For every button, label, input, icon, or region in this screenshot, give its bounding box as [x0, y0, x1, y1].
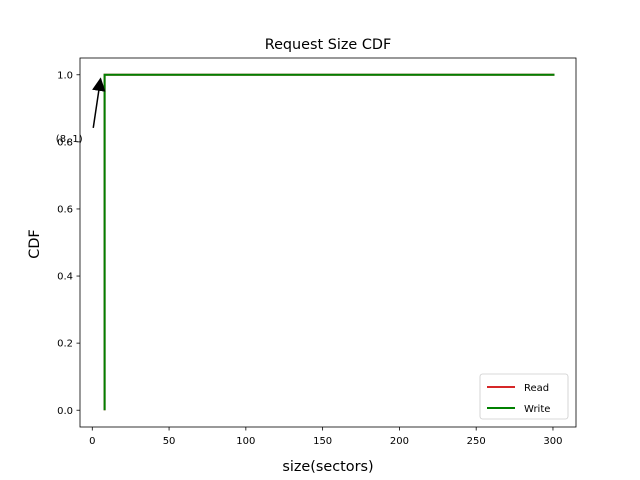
x-axis-label: size(sectors) — [282, 459, 373, 475]
x-tick-label-3: 150 — [313, 436, 332, 447]
y-tick-label-2: 0.4 — [57, 272, 73, 283]
x-tick-label-5: 250 — [467, 436, 486, 447]
x-tick-label-1: 50 — [163, 436, 176, 447]
y-tick-label-5: 1.0 — [57, 70, 73, 81]
x-tick-label-0: 0 — [89, 436, 95, 447]
x-tick-label-2: 100 — [236, 436, 255, 447]
legend-label-read: Read — [524, 383, 549, 394]
annotation-arrow — [92, 77, 106, 128]
plot-area: 0 50 100 150 200 250 300 0.0 0.2 0.4 0.6 0.8 1.0 (8, … — [56, 57, 577, 447]
series-line-write — [103, 73, 555, 411]
chart-title: Request Size CDF — [265, 37, 392, 53]
y-tick-label-0: 0.0 — [57, 406, 73, 417]
annotation-label: (8, 1) — [56, 134, 83, 145]
legend-label-write: Write — [524, 404, 550, 415]
x-tick-label-4: 200 — [390, 436, 409, 447]
y-tick-label-1: 0.2 — [57, 339, 73, 350]
y-axis-label: CDF — [27, 229, 43, 258]
x-tick-label-6: 300 — [543, 436, 562, 447]
y-tick-label-4: 0.8 — [57, 137, 73, 148]
y-tick-label-3: 0.6 — [57, 205, 73, 216]
axes-frame — [79, 57, 577, 428]
